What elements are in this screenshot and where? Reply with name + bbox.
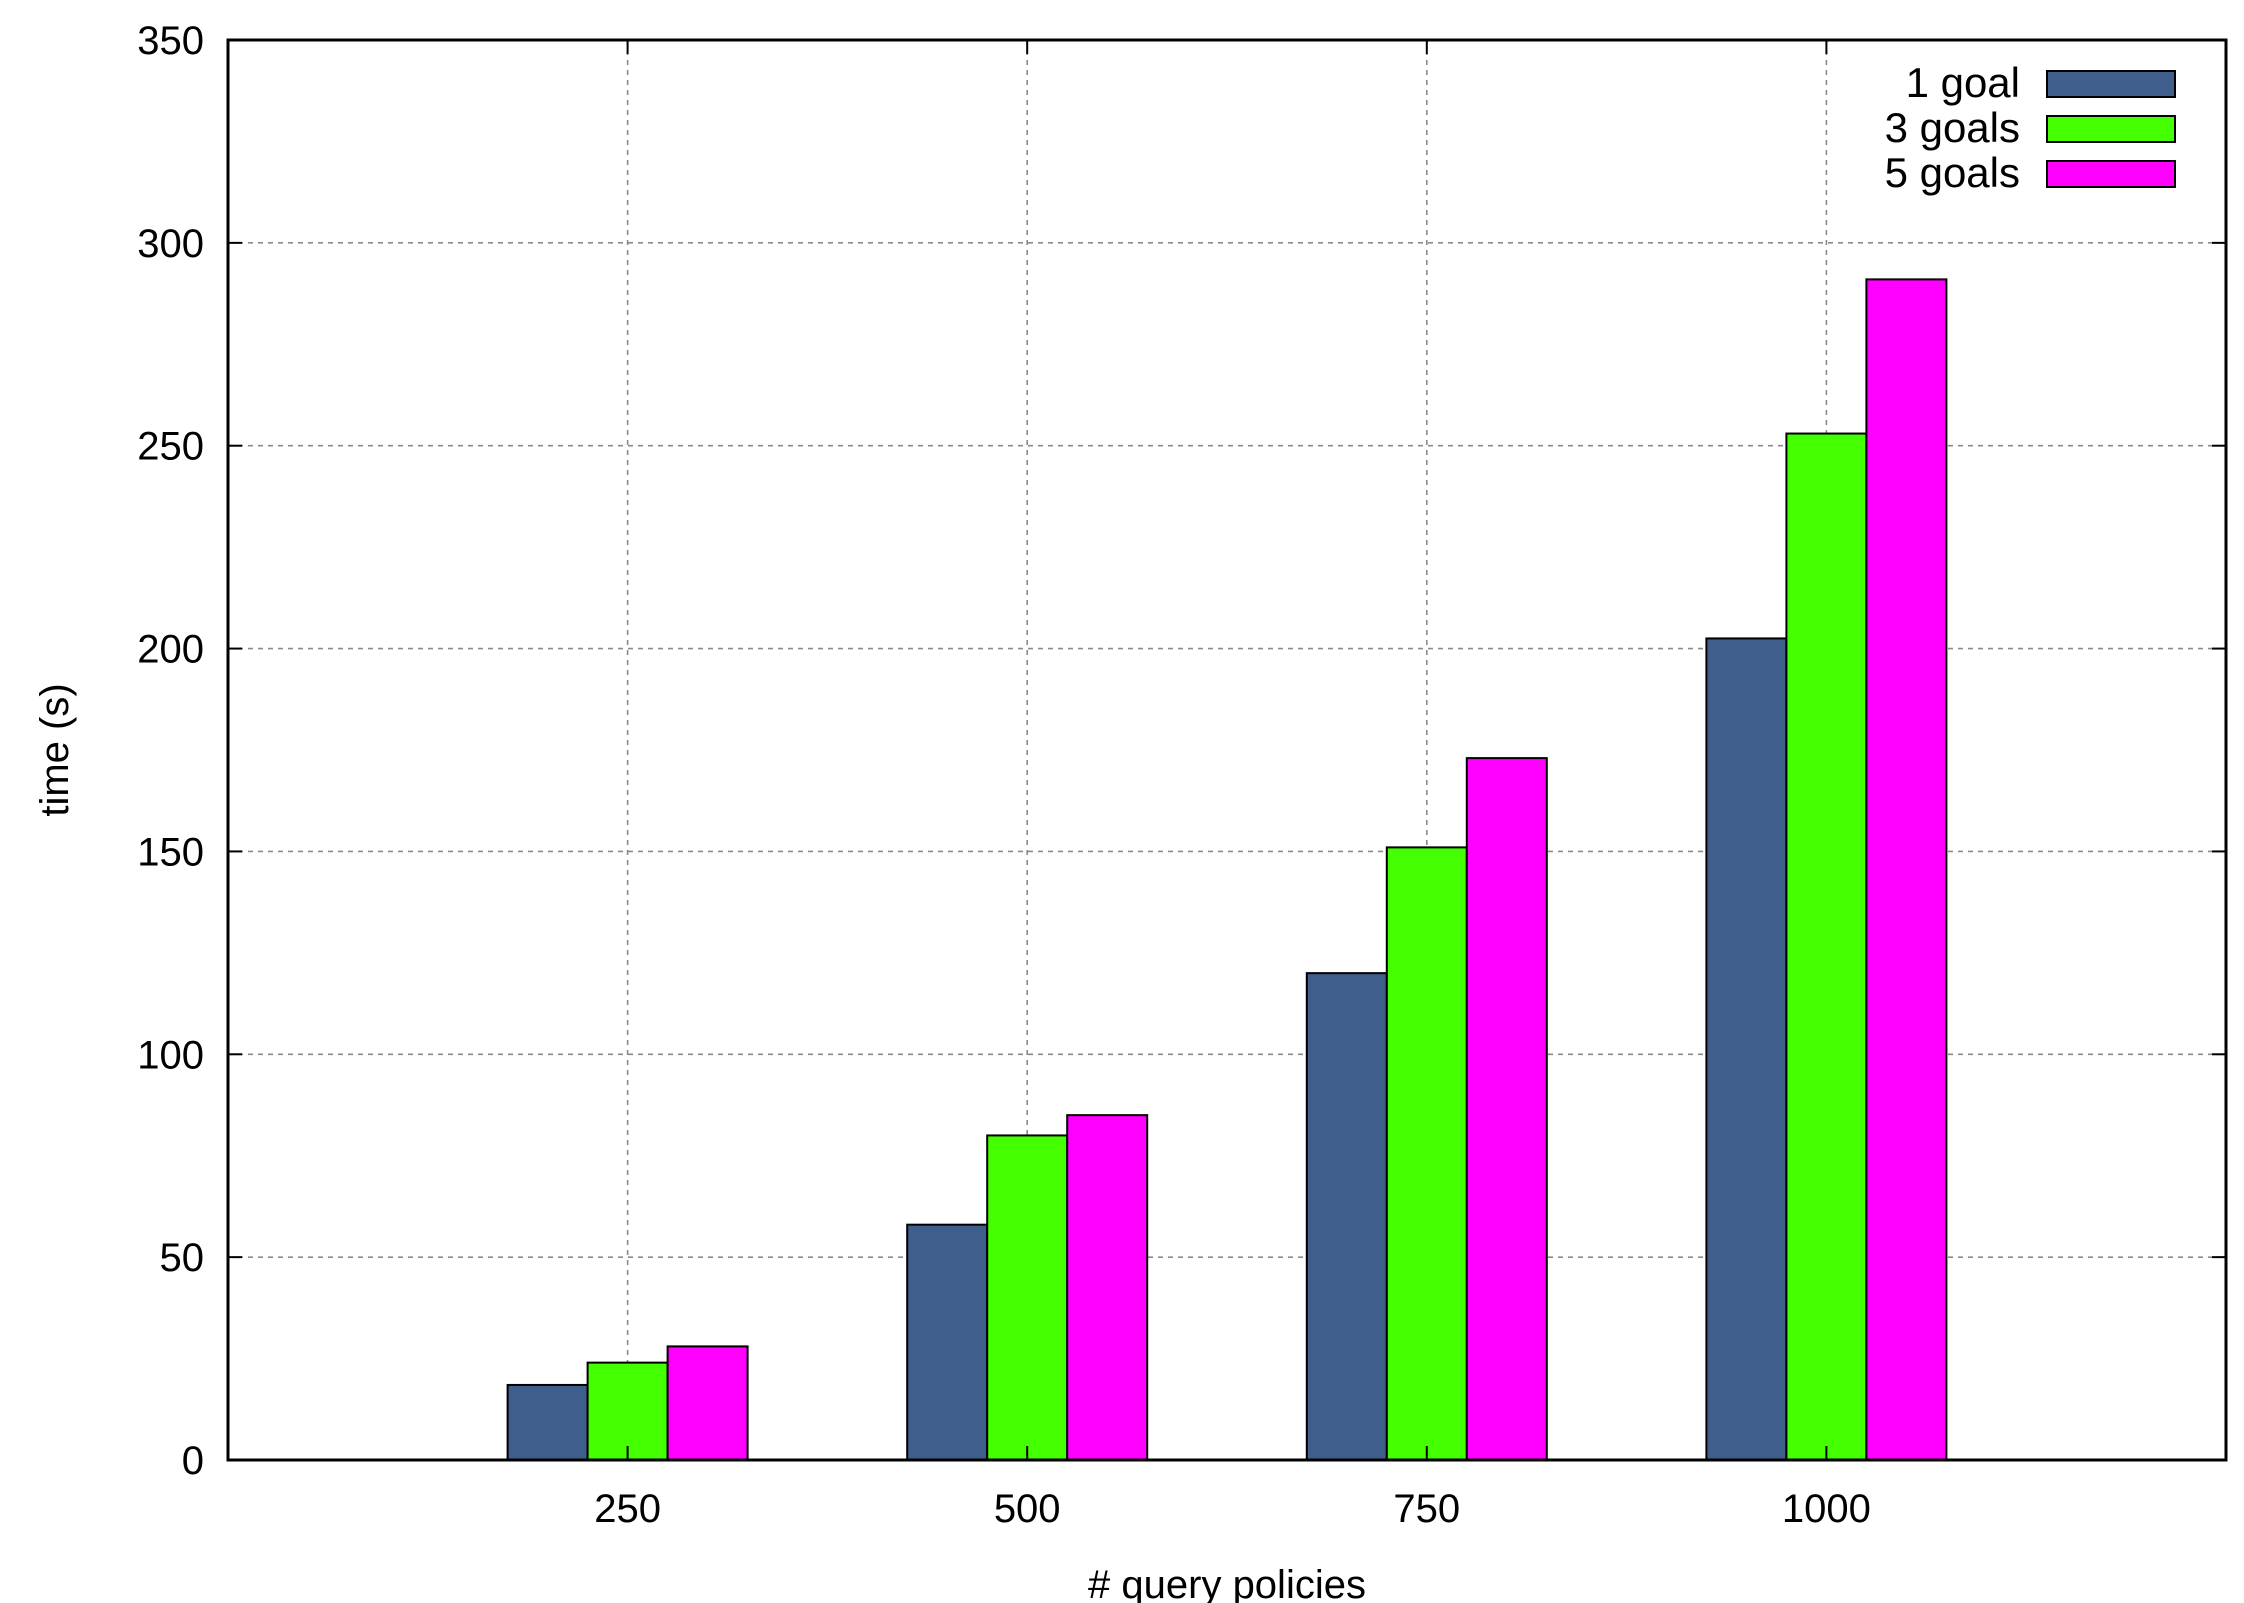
legend-label: 5 goals <box>1885 149 2020 196</box>
legend-swatch <box>2046 160 2176 188</box>
bar-3-goals-1000 <box>1785 432 1868 1461</box>
x-tick-label: 500 <box>994 1487 1061 1531</box>
y-axis-title: time (s) <box>33 683 77 816</box>
bar-1-goal-500 <box>906 1223 989 1461</box>
bar-3-goals-250 <box>586 1361 669 1461</box>
bars <box>506 278 1948 1462</box>
legend-label: 3 goals <box>1885 104 2020 151</box>
y-tick-label: 100 <box>137 1033 204 1077</box>
bar-1-goal-1000 <box>1705 637 1788 1461</box>
y-tick-label: 0 <box>182 1439 204 1483</box>
bar-3-goals-750 <box>1385 846 1468 1461</box>
y-tick-label: 250 <box>137 425 204 469</box>
plot-frame <box>226 38 2228 1462</box>
y-tick-label: 350 <box>137 19 204 63</box>
bar-5-goals-750 <box>1465 757 1548 1461</box>
x-tick-label: 750 <box>1393 1487 1460 1531</box>
y-tick-label: 300 <box>137 222 204 266</box>
legend-swatch <box>2046 70 2176 98</box>
x-tick-label: 250 <box>594 1487 661 1531</box>
bar-5-goals-1000 <box>1865 278 1948 1461</box>
y-tick-label: 50 <box>160 1236 205 1280</box>
bar-5-goals-250 <box>666 1345 749 1462</box>
bar-5-goals-500 <box>1066 1114 1149 1461</box>
bar-1-goal-250 <box>506 1383 589 1462</box>
y-tick-label: 200 <box>137 628 204 672</box>
tick-labels: 0 50 100 150 200 250 300 350 250 500 750 1000 <box>137 19 2226 1531</box>
bar-1-goal-750 <box>1305 972 1388 1462</box>
y-tick-label: 150 <box>137 830 204 874</box>
legend-swatch <box>2046 115 2176 143</box>
x-axis-title: # query policies <box>1088 1563 1366 1603</box>
x-tick-label: 1000 <box>1782 1487 1871 1531</box>
bar-3-goals-500 <box>986 1134 1069 1462</box>
legend-label: 1 goal <box>1906 59 2020 106</box>
